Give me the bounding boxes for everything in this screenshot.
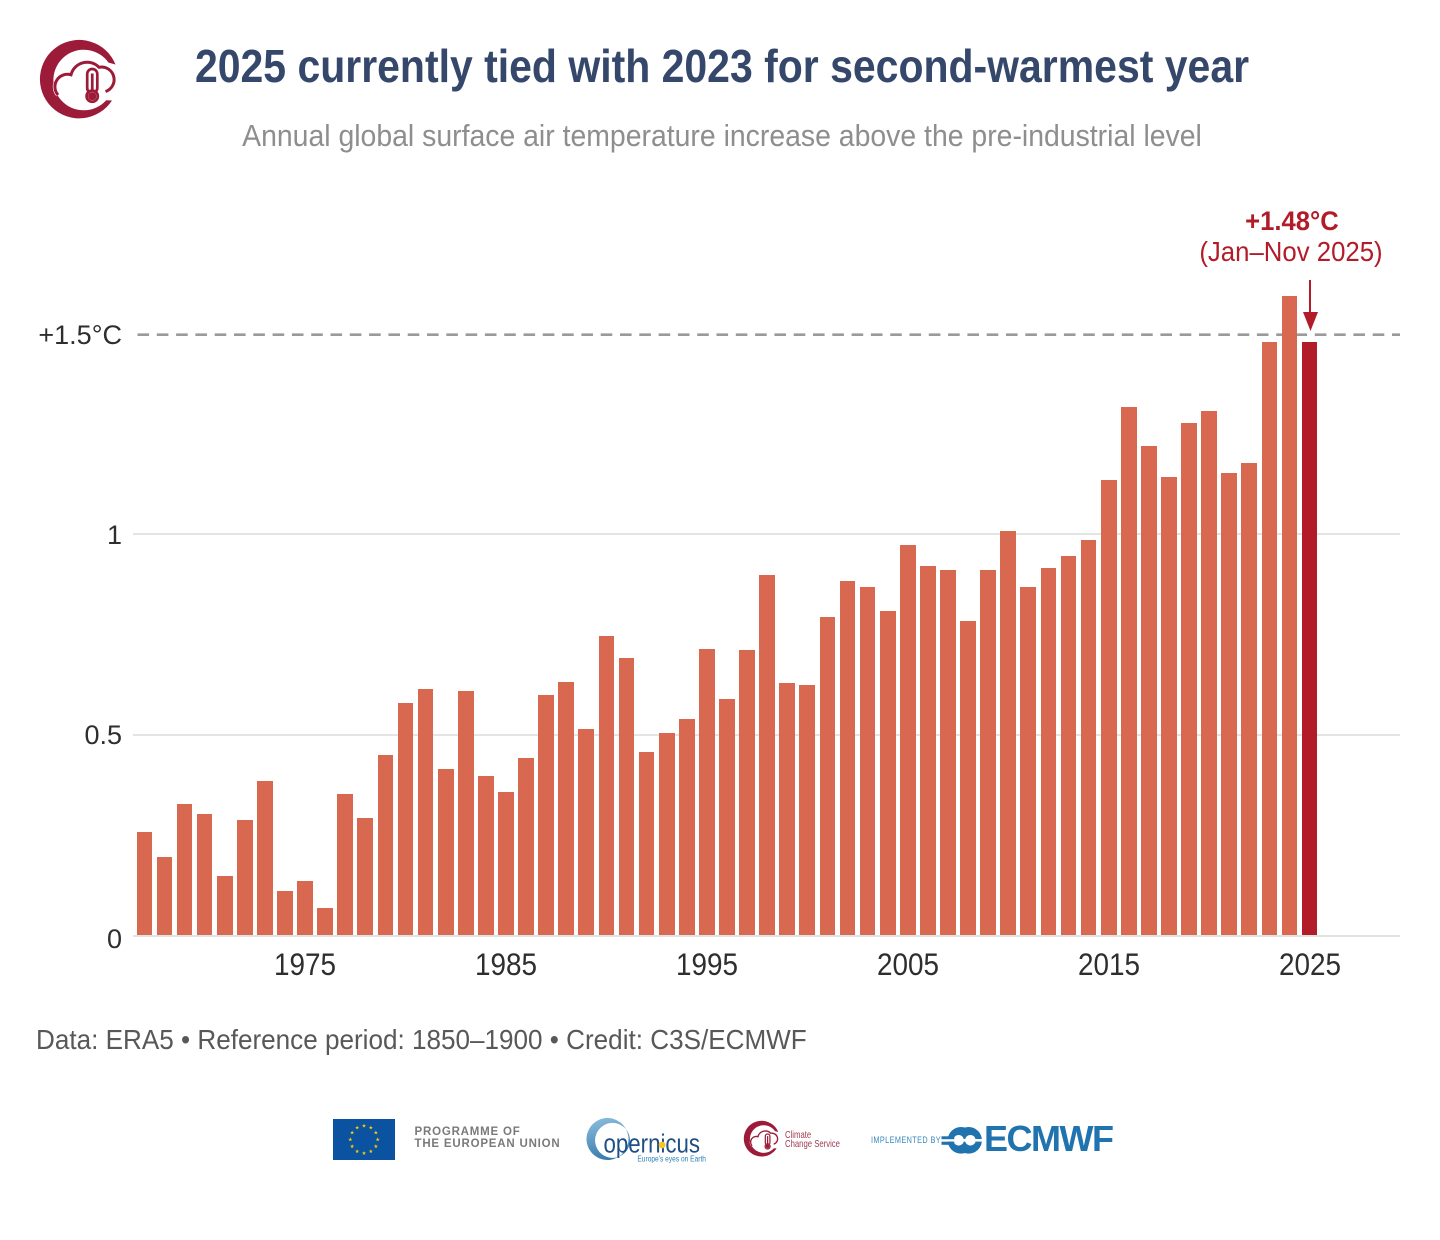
svg-text:opernicus: opernicus <box>604 1130 701 1159</box>
svg-text:Europe's eyes on Earth: Europe's eyes on Earth <box>637 1154 706 1164</box>
